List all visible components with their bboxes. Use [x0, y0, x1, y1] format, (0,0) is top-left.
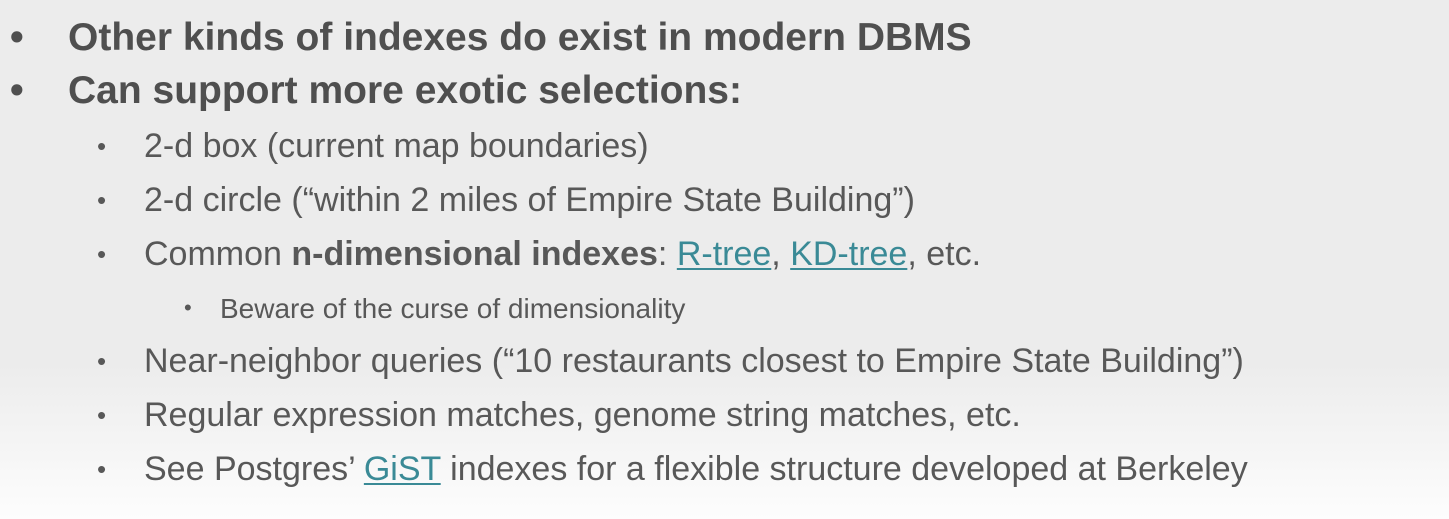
bullet-text: Can support more exotic selections:: [68, 69, 742, 112]
bullet-icon: •: [97, 185, 107, 215]
text-prefix: Common: [144, 235, 292, 273]
r-tree-link[interactable]: R-tree: [676, 235, 772, 273]
bullet-text: Other kinds of indexes do exist in moder…: [68, 16, 972, 59]
bullet-icon: •: [97, 346, 107, 376]
sub-bullet-text: Near-neighbor queries (“10 restaurants c…: [144, 342, 1244, 380]
gist-link[interactable]: GiST: [363, 450, 441, 488]
bullet-icon: •: [97, 454, 107, 484]
bold-term: n-dimensional indexes: [291, 235, 658, 273]
text-suffix: , etc.: [907, 235, 982, 273]
text-colon: :: [657, 235, 677, 273]
bullet-icon: •: [10, 16, 24, 59]
sub-bullet-text: Regular expression matches, genome strin…: [144, 396, 1021, 434]
sub-bullet-text: 2-d circle (“within 2 miles of Empire St…: [144, 181, 915, 219]
bullet-icon: •: [97, 239, 107, 269]
kd-tree-link[interactable]: KD-tree: [790, 235, 908, 273]
text-comma: ,: [771, 235, 791, 273]
sub-bullet-text: 2-d box (current map boundaries): [144, 127, 649, 165]
sub-bullet-text: See Postgres’ GiST indexes for a flexibl…: [144, 450, 1248, 489]
bullet-icon: •: [10, 69, 24, 112]
bullet-icon: •: [97, 400, 107, 430]
text-prefix: See Postgres’: [144, 450, 364, 488]
text-suffix: indexes for a flexible structure develop…: [440, 450, 1248, 488]
sub-bullet-text: Common n-dimensional indexes: R-tree, KD…: [144, 235, 981, 274]
bullet-icon: •: [97, 131, 107, 161]
bullet-icon: •: [184, 295, 192, 320]
sub-sub-bullet-text: Beware of the curse of dimensionality: [220, 293, 686, 324]
